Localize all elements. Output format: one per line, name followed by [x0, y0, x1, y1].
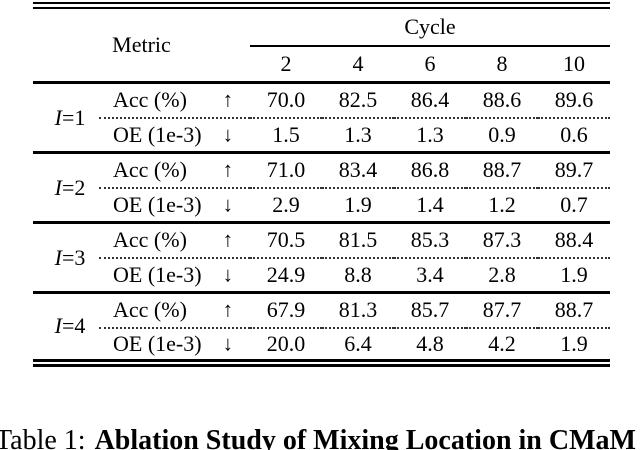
- value-cell: 1.9: [344, 191, 372, 217]
- down-arrow-icon: ↓: [222, 122, 234, 147]
- value-cell: 85.3: [394, 221, 466, 259]
- metric-cell: Acc (%) ↑: [99, 151, 250, 189]
- value-cell: 6.4: [344, 330, 372, 356]
- value-cell: 24.9: [266, 261, 306, 287]
- value-cell: 1.9: [560, 261, 588, 287]
- metric-label: OE (1e-3): [113, 330, 202, 356]
- down-arrow-icon: ↓: [222, 331, 234, 355]
- metric-label: Acc (%): [113, 87, 187, 113]
- value-cell: 0.7: [560, 191, 588, 217]
- table-row-oe: OE (1e-3) ↓ 24.9 8.8 3.4 2.8 1.9: [33, 258, 610, 293]
- cycle-group-header: Cycle: [250, 5, 610, 47]
- value-cell: 89.7: [538, 151, 610, 189]
- value-cell: 88.7: [466, 151, 538, 189]
- value-cell: 81.5: [322, 221, 394, 259]
- ablation-table: Metric Cycle 2 4 6 8 10 I=1 Acc (%) ↑ 70.…: [33, 2, 610, 367]
- metric-label: Acc (%): [113, 227, 187, 253]
- group-label: I=4: [33, 291, 99, 363]
- group-label-symbol: I: [54, 174, 62, 200]
- table-row-acc: I=2 Acc (%) ↑ 71.0 83.4 86.8 88.7 89.7: [33, 151, 610, 223]
- metric-label: OE (1e-3): [113, 121, 202, 147]
- group-label: I=3: [33, 221, 99, 293]
- metric-cell: Acc (%) ↑: [99, 81, 250, 119]
- value-cell: 82.5: [322, 81, 394, 119]
- value-cell: 2.8: [488, 261, 516, 287]
- metric-cell: OE (1e-3) ↓: [99, 188, 250, 223]
- value-cell: 1.4: [416, 191, 444, 217]
- header-row-cycles: 2 4 6 8 10: [33, 46, 610, 83]
- metric-label: OE (1e-3): [113, 261, 202, 287]
- metric-cell: Acc (%) ↑: [99, 221, 250, 259]
- value-cell: 4.2: [488, 330, 516, 356]
- value-cell: 85.7: [394, 291, 466, 329]
- metric-label: Acc (%): [113, 157, 187, 183]
- table-row-acc: I=1 Acc (%) ↑ 70.0 82.5 86.4 88.6 89.6: [33, 81, 610, 153]
- group-label-value: =2: [61, 174, 86, 200]
- value-cell: 70.0: [250, 81, 322, 119]
- value-cell: 88.7: [538, 291, 610, 329]
- cycle-col-header: 8: [496, 50, 508, 76]
- cycle-col-header: 4: [352, 50, 364, 76]
- metric-cell: Acc (%) ↑: [99, 291, 250, 329]
- value-cell: 1.2: [488, 191, 516, 217]
- value-cell: 83.4: [322, 151, 394, 189]
- value-cell: 87.3: [466, 221, 538, 259]
- table-caption: Table 1: Ablation Study of Mixing Locatio…: [0, 427, 636, 450]
- value-cell: 4.8: [416, 330, 444, 356]
- group-label-value: =1: [61, 104, 86, 130]
- group-label-symbol: I: [54, 244, 62, 270]
- group-label-value: =4: [61, 313, 86, 339]
- value-cell: 70.5: [250, 221, 322, 259]
- group-label-symbol: I: [54, 313, 62, 339]
- up-arrow-icon: ↑: [222, 227, 234, 252]
- value-cell: 3.4: [416, 261, 444, 287]
- value-cell: 67.9: [250, 291, 322, 329]
- metric-cell: OE (1e-3) ↓: [99, 118, 250, 153]
- value-cell: 2.9: [272, 191, 300, 217]
- table-row-oe: OE (1e-3) ↓ 20.0 6.4 4.8 4.2 1.9: [33, 328, 610, 363]
- value-cell: 1.3: [344, 121, 372, 147]
- table-row-acc: I=4 Acc (%) ↑ 67.9 81.3 85.7 87.7 88.7: [33, 291, 610, 363]
- value-cell: 88.6: [466, 81, 538, 119]
- cycle-col-header: 6: [424, 50, 436, 76]
- table-row-oe: OE (1e-3) ↓ 1.5 1.3 1.3 0.9 0.6: [33, 118, 610, 153]
- value-cell: 86.8: [394, 151, 466, 189]
- group-label-value: =3: [61, 244, 86, 270]
- metric-label: Acc (%): [113, 297, 187, 323]
- cycle-col-header: 10: [563, 50, 585, 76]
- cycle-col-header: 2: [280, 50, 292, 76]
- value-cell: 1.3: [416, 121, 444, 147]
- group-label: I=1: [33, 81, 99, 153]
- table-row-acc: I=3 Acc (%) ↑ 70.5 81.5 85.3 87.3 88.4: [33, 221, 610, 293]
- group-label-symbol: I: [54, 104, 62, 130]
- value-cell: 8.8: [344, 261, 372, 287]
- header-row-top: Metric Cycle: [33, 5, 610, 84]
- metric-cell: OE (1e-3) ↓: [99, 258, 250, 293]
- caption-title: Ablation Study of Mixing Location in CMa…: [94, 425, 636, 450]
- caption-label: Table 1:: [0, 425, 86, 450]
- group-label: I=2: [33, 151, 99, 223]
- down-arrow-icon: ↓: [222, 262, 234, 287]
- value-cell: 20.0: [266, 330, 306, 356]
- down-arrow-icon: ↓: [222, 192, 234, 217]
- metric-column-header: Metric: [33, 5, 250, 84]
- table-row-oe: OE (1e-3) ↓ 2.9 1.9 1.4 1.2 0.7: [33, 188, 610, 223]
- value-cell: 81.3: [322, 291, 394, 329]
- value-cell: 0.6: [560, 121, 588, 147]
- metric-cell: OE (1e-3) ↓: [99, 328, 250, 363]
- value-cell: 1.5: [272, 121, 300, 147]
- value-cell: 0.9: [488, 121, 516, 147]
- up-arrow-icon: ↑: [222, 297, 234, 322]
- up-arrow-icon: ↑: [222, 157, 234, 182]
- value-cell: 88.4: [538, 221, 610, 259]
- value-cell: 1.9: [560, 330, 588, 356]
- up-arrow-icon: ↑: [222, 87, 234, 112]
- value-cell: 71.0: [250, 151, 322, 189]
- value-cell: 87.7: [466, 291, 538, 329]
- metric-label: OE (1e-3): [113, 191, 202, 217]
- value-cell: 86.4: [394, 81, 466, 119]
- value-cell: 89.6: [538, 81, 610, 119]
